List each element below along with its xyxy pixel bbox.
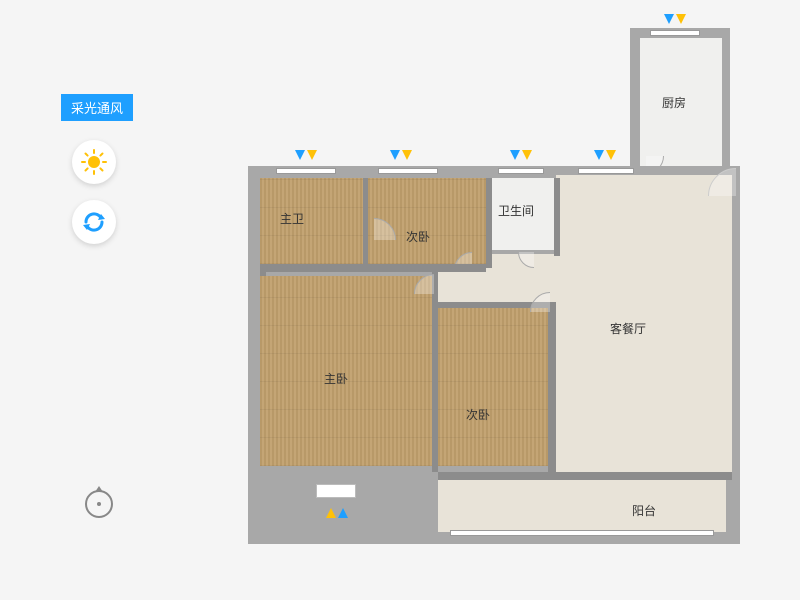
window (276, 168, 336, 174)
vent-arrows (664, 14, 686, 24)
room-label-bedroom2-mid: 次卧 (466, 406, 490, 423)
room-label-balcony: 阳台 (632, 502, 656, 519)
rotate-icon (81, 209, 107, 235)
vent-arrows (326, 508, 348, 518)
vent-arrows (510, 150, 532, 160)
rotate-button[interactable] (72, 200, 116, 244)
lighting-ventilation-badge: 采光通风 (61, 94, 133, 121)
room-label-bedroom2-top: 次卧 (406, 228, 430, 245)
room-label-living: 客餐厅 (610, 320, 646, 337)
room-master-bath (260, 178, 363, 264)
room-label-master-bath: 主卫 (280, 210, 304, 227)
window (578, 168, 634, 174)
vent-arrows (594, 150, 616, 160)
room-balcony (438, 480, 726, 532)
window (378, 168, 438, 174)
window (450, 530, 714, 536)
floorplan-canvas: 厨房 客餐厅 主卫 次卧 卫生间 主卧 次卧 阳台 (240, 20, 780, 580)
room-label-kitchen: 厨房 (662, 94, 686, 111)
compass-icon (85, 490, 113, 518)
room-label-bathroom: 卫生间 (498, 202, 534, 219)
room-bedroom2-mid (438, 308, 548, 466)
vent-arrows (295, 150, 317, 160)
sun-button[interactable] (72, 140, 116, 184)
vent-arrows (390, 150, 412, 160)
room-label-master-bed: 主卧 (324, 370, 348, 387)
sun-icon (81, 149, 107, 175)
window (650, 30, 700, 36)
window (498, 168, 544, 174)
